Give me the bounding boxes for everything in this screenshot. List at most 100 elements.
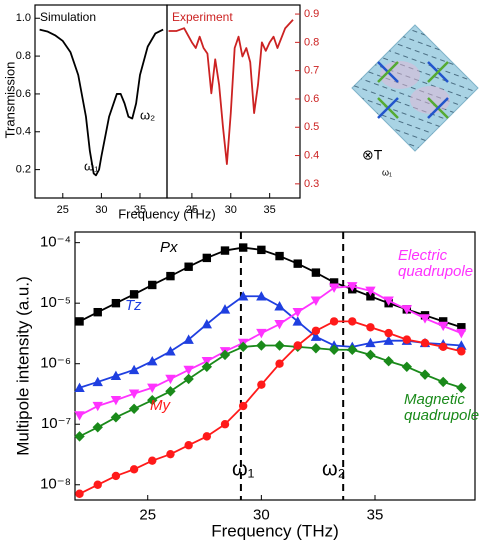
y-tick-label: 10⁻⁸ [40,476,71,493]
annotation: ω₁ [232,458,255,480]
marker [220,246,230,255]
series-label: My [150,397,170,414]
marker [93,307,102,317]
plot-frame [74,231,476,501]
x-axis-label: Frequency (THz) [211,521,339,540]
data-line [39,28,164,177]
marker [456,328,467,339]
marker [128,403,140,414]
marker [401,361,413,372]
plot-frame [166,4,301,199]
marker [292,316,303,326]
marker [366,323,375,332]
marker [274,319,285,330]
marker [129,465,139,474]
y-tick-label: 1.0 [16,12,31,24]
marker [74,382,85,392]
marker [456,340,467,350]
marker [184,262,193,271]
x-tick-label: 30 [225,204,237,216]
marker [366,292,375,301]
y-tick-label: 0.4 [16,126,31,138]
marker [256,340,267,351]
y-tick-label: 0.8 [16,50,31,62]
marker [365,349,376,361]
marker [437,321,449,332]
marker [147,356,158,366]
marker [128,364,140,375]
marker [328,283,340,293]
field-arrows [352,25,478,151]
y-tick-label: 10⁻⁵ [40,294,71,311]
y-tick-label: 10⁻⁷ [41,415,71,432]
marker [237,341,249,353]
panel-title: Simulation [40,10,96,24]
panel-title: Experiment [172,10,233,24]
marker [92,376,103,387]
y-tick-label: 0.7 [304,65,319,77]
marker [74,431,85,442]
marker [457,347,466,356]
x-axis-label: Frequency (THz) [118,206,216,221]
marker [257,380,266,389]
data-line [79,320,462,495]
marker [456,382,467,393]
marker [383,356,394,367]
series-label: Magnetic quadrupole [404,391,480,424]
x-tick-label: 35 [264,204,276,216]
marker [111,471,121,481]
resonators [377,61,449,119]
data-line [79,344,462,438]
marker [457,323,466,332]
plot-frame [34,4,168,199]
y-tick-label: 0.5 [304,121,319,133]
marker [111,298,121,308]
marker [384,328,393,338]
data-line [79,246,462,329]
marker [110,370,122,381]
marker [147,394,158,406]
marker [292,307,303,318]
annotation: ω₁ [84,158,99,173]
marker [202,253,212,263]
marker [202,432,212,441]
marker [293,341,302,350]
marker [184,441,193,450]
marker [275,251,284,261]
marker [92,401,103,412]
marker [274,301,285,311]
x-tick-label: 35 [367,506,384,523]
marker [165,346,176,356]
data-line [79,285,462,417]
marker [237,291,249,301]
hotspot [380,61,420,89]
marker [75,489,84,498]
marker [311,268,321,277]
x-tick-label: 25 [57,204,69,216]
marker [92,422,103,433]
data-line [79,295,462,389]
marker [256,291,267,301]
marker [383,335,394,345]
marker [128,389,140,399]
marker [219,304,231,314]
x-tick-label: 30 [95,204,107,216]
marker [293,259,302,268]
marker [238,243,248,252]
marker [275,359,284,368]
x-tick-label: 25 [139,506,156,523]
y-tick-label: 0.9 [304,8,319,20]
marker [220,420,230,429]
marker [219,349,231,361]
marker [257,245,266,255]
marker [75,317,84,326]
marker [110,412,122,423]
marker [420,338,430,348]
annotation: ω₂ [140,107,155,122]
diagram-label: ⊗T [362,147,383,163]
marker [401,305,413,315]
marker [148,280,157,290]
marker [437,376,449,388]
marker [274,340,285,351]
